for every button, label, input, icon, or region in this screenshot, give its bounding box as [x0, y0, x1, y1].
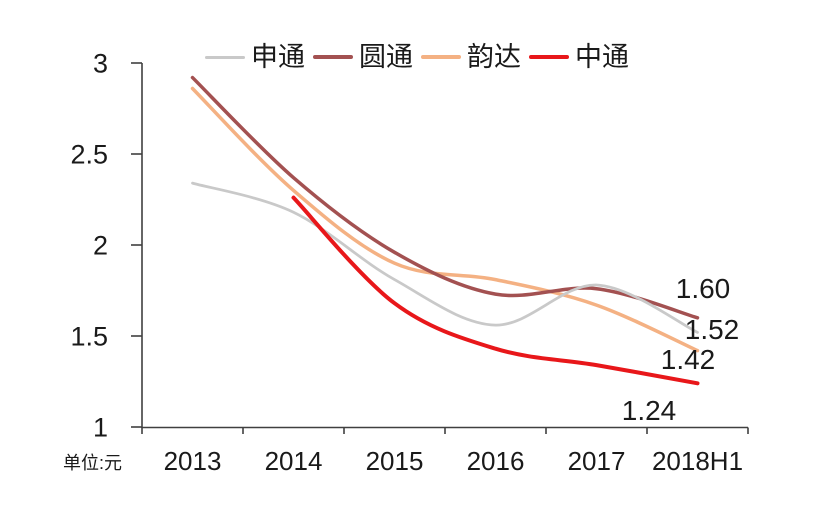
end-label-yunda: 1.42	[661, 344, 716, 375]
end-label-yuantong: 1.60	[676, 273, 731, 304]
y-tick-label: 1.5	[70, 322, 108, 352]
unit-label: 单位:元	[63, 453, 123, 473]
y-tick-label: 2.5	[70, 140, 108, 170]
y-tick-label: 1	[93, 413, 108, 443]
legend-label-zhongtong: 中通	[575, 42, 629, 72]
x-tick-label: 2013	[164, 446, 222, 476]
legend-item-yunda: 韵达	[421, 40, 521, 74]
chart-legend: 申通 圆通 韵达 中通	[205, 40, 629, 74]
legend-label-shentong: 申通	[251, 42, 305, 72]
legend-label-yuantong: 圆通	[359, 42, 413, 72]
legend-item-yuantong: 圆通	[313, 40, 413, 74]
series-line-yunda	[190, 86, 700, 353]
series-line-shentong	[191, 181, 699, 334]
legend-item-shentong: 申通	[205, 40, 305, 74]
x-tick-label: 2018H1	[652, 446, 743, 476]
x-tick-label: 2015	[366, 446, 424, 476]
legend-item-zhongtong: 中通	[529, 40, 629, 74]
legend-label-yunda: 韵达	[467, 42, 521, 72]
x-tick-label: 2017	[568, 446, 626, 476]
end-label-zhongtong: 1.24	[622, 395, 677, 426]
legend-line-swatch-yunda	[421, 55, 461, 59]
series-line-yuantong	[190, 75, 700, 320]
y-tick-label: 3	[93, 49, 108, 79]
x-tick-label: 2016	[467, 446, 525, 476]
end-label-shentong: 1.52	[685, 314, 740, 345]
legend-line-swatch-yuantong	[313, 55, 353, 59]
legend-line-swatch-shentong	[205, 55, 245, 59]
legend-line-swatch-zhongtong	[529, 55, 569, 59]
x-tick-label: 2014	[265, 446, 323, 476]
y-tick-label: 2	[93, 231, 108, 261]
series-line-zhongtong	[291, 195, 700, 386]
